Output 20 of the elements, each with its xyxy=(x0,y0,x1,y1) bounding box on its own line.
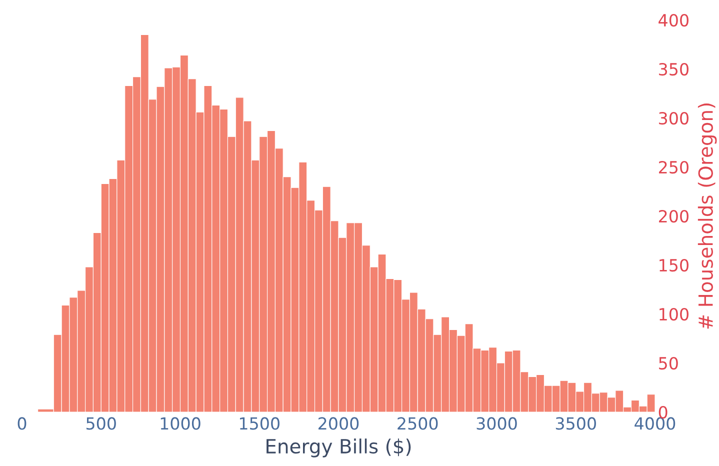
y-tick-label: 400 xyxy=(658,14,688,27)
y-tick-label: 350 xyxy=(659,62,688,76)
x-tick-label: 4000 xyxy=(634,417,676,430)
y-axis-title: # Households (Oregon) xyxy=(698,104,717,329)
y-tick-label: 0 xyxy=(658,406,668,419)
x-tick-label: 2500 xyxy=(398,417,438,430)
x-tick-label: 2000 xyxy=(318,417,359,430)
y-tick-label: 250 xyxy=(659,160,688,174)
x-tick-label: 0 xyxy=(18,417,26,430)
y-tick-label: 100 xyxy=(660,308,688,321)
x-tick-label: 1500 xyxy=(240,417,280,430)
x-tick-label: 500 xyxy=(86,417,116,430)
x-tick-label: 1000 xyxy=(160,417,200,430)
y-tick-label: 200 xyxy=(659,210,688,223)
x-axis-title: Energy Bills ($) xyxy=(266,438,411,458)
y-tick-label: 150 xyxy=(660,258,688,272)
y-tick-label: 300 xyxy=(659,112,688,125)
x-tick-label: 3500 xyxy=(556,417,596,430)
y-tick-label: 50 xyxy=(659,356,678,370)
x-tick-label: 3000 xyxy=(476,417,517,430)
